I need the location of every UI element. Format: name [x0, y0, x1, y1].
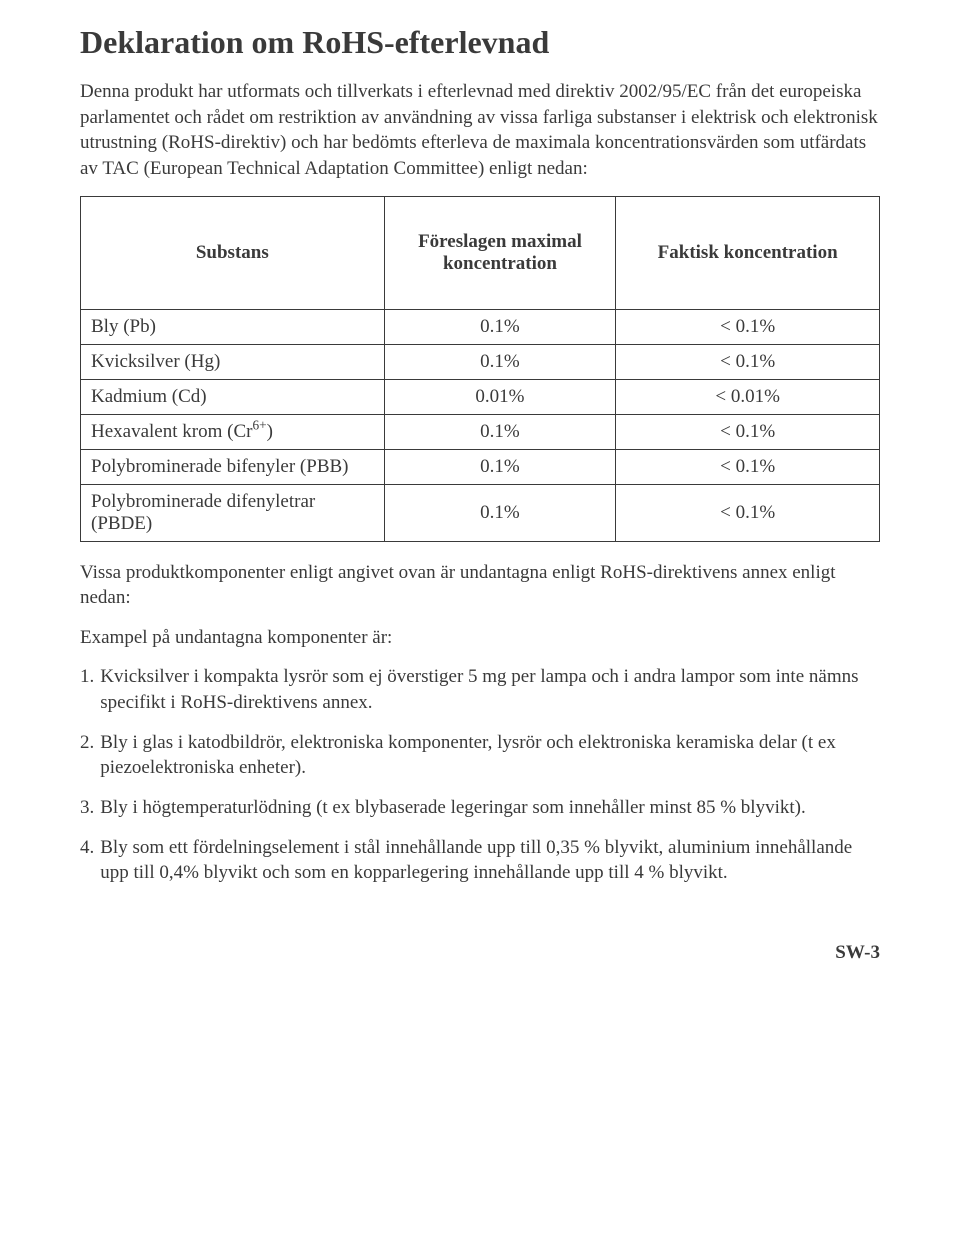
cell-actual: < 0.1%	[616, 344, 880, 379]
table-row: Hexavalent krom (Cr6+)0.1%< 0.1%	[81, 414, 880, 449]
table-row: Polybrominerade bifenyler (PBB)0.1%< 0.1…	[81, 449, 880, 484]
cell-substance: Polybrominerade difenyletrar (PBDE)	[81, 484, 385, 541]
table-row: Polybrominerade difenyletrar (PBDE)0.1%<…	[81, 484, 880, 541]
rohs-table: Substans Föreslagen maximal koncentratio…	[80, 196, 880, 542]
page: Deklaration om RoHS-efterlevnad Denna pr…	[40, 0, 920, 1004]
list-item-text: Bly i högtemperaturlödning (t ex blybase…	[100, 795, 880, 821]
page-footer: SW-3	[80, 942, 880, 964]
cell-actual: < 0.1%	[616, 449, 880, 484]
page-title: Deklaration om RoHS-efterlevnad	[80, 24, 880, 61]
table-row: Bly (Pb)0.1%< 0.1%	[81, 309, 880, 344]
cell-substance: Bly (Pb)	[81, 309, 385, 344]
cell-proposed: 0.1%	[384, 484, 616, 541]
list-item-number: 3.	[80, 795, 100, 821]
exemption-subintro: Exampel på undantagna komponenter är:	[80, 625, 880, 651]
list-item-number: 2.	[80, 730, 100, 781]
cell-actual: < 0.1%	[616, 309, 880, 344]
table-header-row: Substans Föreslagen maximal koncentratio…	[81, 196, 880, 309]
col-header-actual: Faktisk koncentration	[616, 196, 880, 309]
cell-proposed: 0.1%	[384, 344, 616, 379]
cell-substance: Polybrominerade bifenyler (PBB)	[81, 449, 385, 484]
cell-actual: < 0.1%	[616, 484, 880, 541]
list-item-text: Kvicksilver i kompakta lysrör som ej öve…	[100, 664, 880, 715]
cell-substance: Kvicksilver (Hg)	[81, 344, 385, 379]
cell-substance: Kadmium (Cd)	[81, 379, 385, 414]
cell-proposed: 0.1%	[384, 414, 616, 449]
list-item: 2.Bly i glas i katodbildrör, elektronisk…	[80, 730, 880, 781]
cell-proposed: 0.1%	[384, 309, 616, 344]
col-header-proposed: Föreslagen maximal koncentration	[384, 196, 616, 309]
table-row: Kadmium (Cd)0.01%< 0.01%	[81, 379, 880, 414]
table-body: Bly (Pb)0.1%< 0.1%Kvicksilver (Hg)0.1%< …	[81, 309, 880, 541]
cell-actual: < 0.1%	[616, 414, 880, 449]
cell-proposed: 0.1%	[384, 449, 616, 484]
list-item-text: Bly i glas i katodbildrör, elektroniska …	[100, 730, 880, 781]
table-row: Kvicksilver (Hg)0.1%< 0.1%	[81, 344, 880, 379]
cell-proposed: 0.01%	[384, 379, 616, 414]
list-item-number: 4.	[80, 835, 100, 886]
cell-substance: Hexavalent krom (Cr6+)	[81, 414, 385, 449]
exemption-intro: Vissa produktkomponenter enligt angivet …	[80, 560, 880, 611]
intro-paragraph: Denna produkt har utformats och tillverk…	[80, 79, 880, 182]
list-item: 3.Bly i högtemperaturlödning (t ex blyba…	[80, 795, 880, 821]
list-item-text: Bly som ett fördelningselement i stål in…	[100, 835, 880, 886]
exemption-list: 1.Kvicksilver i kompakta lysrör som ej ö…	[80, 664, 880, 885]
list-item: 4.Bly som ett fördelningselement i stål …	[80, 835, 880, 886]
list-item-number: 1.	[80, 664, 100, 715]
cell-actual: < 0.01%	[616, 379, 880, 414]
list-item: 1.Kvicksilver i kompakta lysrör som ej ö…	[80, 664, 880, 715]
col-header-substance: Substans	[81, 196, 385, 309]
